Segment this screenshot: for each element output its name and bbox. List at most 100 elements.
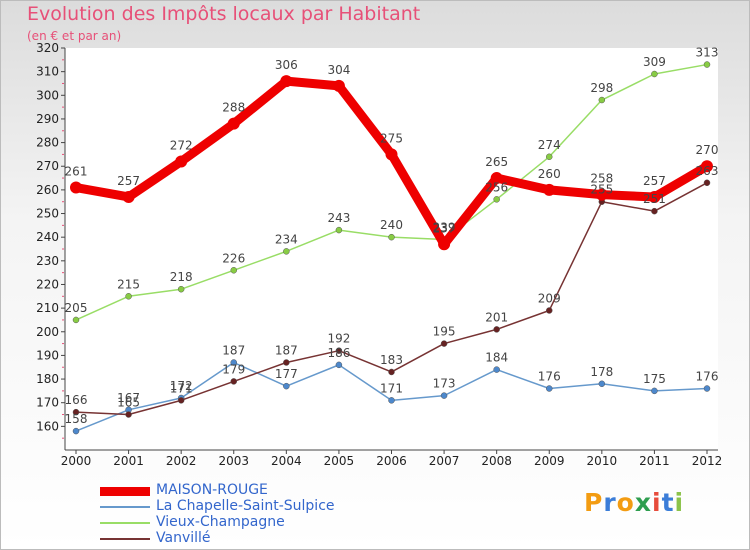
data-label: 187 bbox=[275, 344, 298, 358]
data-label: 304 bbox=[327, 63, 350, 77]
data-label: 179 bbox=[222, 362, 245, 376]
data-point bbox=[283, 248, 290, 255]
data-point bbox=[125, 411, 132, 418]
data-label: 240 bbox=[380, 218, 403, 232]
data-point bbox=[490, 172, 503, 185]
data-point bbox=[72, 427, 80, 435]
x-tick-label: 2000 bbox=[61, 454, 92, 468]
data-label: 195 bbox=[433, 325, 456, 339]
data-point bbox=[546, 385, 553, 392]
data-label: 257 bbox=[117, 174, 140, 188]
data-point bbox=[388, 233, 395, 241]
data-label: 172 bbox=[170, 379, 193, 393]
data-point bbox=[703, 61, 711, 68]
data-point bbox=[230, 267, 237, 274]
data-label: 263 bbox=[696, 164, 719, 178]
plot-area bbox=[65, 48, 718, 450]
data-point bbox=[493, 326, 500, 333]
data-point bbox=[598, 380, 606, 388]
data-point bbox=[543, 183, 556, 196]
data-label: 186 bbox=[327, 346, 350, 360]
x-tick-label: 2011 bbox=[639, 454, 670, 468]
data-point bbox=[283, 359, 290, 366]
data-label: 237 bbox=[433, 221, 456, 235]
x-tick-label: 2008 bbox=[481, 454, 512, 468]
data-label: 184 bbox=[485, 351, 508, 365]
data-point bbox=[703, 385, 711, 392]
data-label: 166 bbox=[65, 393, 88, 407]
data-label: 218 bbox=[170, 270, 193, 284]
data-point bbox=[72, 408, 80, 416]
data-point bbox=[227, 117, 240, 130]
y-tick-label: 320 bbox=[36, 41, 59, 55]
data-label: 183 bbox=[380, 353, 403, 367]
data-label: 251 bbox=[643, 192, 666, 206]
data-label: 176 bbox=[538, 370, 561, 384]
data-point bbox=[598, 96, 606, 104]
x-tick-label: 2001 bbox=[113, 454, 144, 468]
x-tick-label: 2012 bbox=[692, 454, 723, 468]
data-point bbox=[651, 207, 658, 215]
data-label: 201 bbox=[485, 310, 508, 324]
y-tick-label: 180 bbox=[36, 372, 59, 386]
y-tick-label: 310 bbox=[36, 65, 59, 79]
data-point bbox=[335, 226, 343, 234]
data-point bbox=[175, 155, 188, 168]
data-label: 272 bbox=[170, 139, 193, 153]
legend-label: MAISON-ROUGE bbox=[156, 482, 268, 498]
data-point bbox=[651, 387, 658, 395]
data-point bbox=[438, 238, 451, 251]
data-label: 215 bbox=[117, 277, 140, 291]
data-label: 226 bbox=[222, 251, 245, 265]
data-label: 171 bbox=[380, 381, 403, 395]
data-point bbox=[177, 397, 185, 404]
logo-letter: x bbox=[634, 488, 652, 517]
chart-subtitle: (en € et par an) bbox=[27, 29, 122, 43]
y-tick-label: 230 bbox=[36, 254, 59, 268]
legend-label: Vanvillé bbox=[156, 530, 211, 546]
data-label: 177 bbox=[275, 367, 298, 381]
data-point bbox=[177, 285, 185, 293]
data-point bbox=[125, 293, 132, 300]
data-label: 274 bbox=[538, 138, 561, 152]
data-label: 205 bbox=[65, 301, 88, 315]
data-point bbox=[230, 378, 237, 385]
data-point bbox=[546, 153, 553, 161]
y-tick-label: 260 bbox=[36, 183, 59, 197]
data-label: 256 bbox=[485, 180, 508, 194]
x-tick-label: 2009 bbox=[534, 454, 565, 468]
data-label: 167 bbox=[117, 391, 140, 405]
data-label: 257 bbox=[643, 174, 666, 188]
data-point bbox=[703, 179, 711, 187]
data-label: 288 bbox=[222, 101, 245, 115]
data-point bbox=[70, 181, 82, 194]
logo-letter: P bbox=[584, 488, 604, 517]
y-tick-label: 200 bbox=[36, 325, 59, 339]
data-label: 178 bbox=[590, 365, 613, 379]
y-tick-label: 250 bbox=[36, 207, 59, 221]
logo-letter: r bbox=[603, 488, 617, 517]
y-tick-label: 170 bbox=[36, 396, 59, 410]
data-point bbox=[283, 382, 290, 390]
data-label: 275 bbox=[380, 131, 403, 145]
data-point bbox=[493, 366, 500, 373]
data-label: 173 bbox=[433, 377, 456, 391]
data-point bbox=[332, 79, 345, 92]
data-point bbox=[648, 190, 661, 203]
data-point bbox=[122, 190, 135, 203]
data-point bbox=[72, 316, 80, 324]
data-point bbox=[388, 397, 395, 404]
data-point bbox=[493, 196, 500, 203]
data-label: 309 bbox=[643, 55, 666, 69]
data-point bbox=[335, 347, 343, 354]
data-label: 270 bbox=[696, 143, 719, 157]
data-label: 243 bbox=[327, 211, 350, 225]
legend-label: Vieux-Champagne bbox=[156, 514, 285, 530]
data-label: 234 bbox=[275, 232, 298, 246]
x-tick-label: 2004 bbox=[271, 454, 302, 468]
data-label: 260 bbox=[538, 167, 561, 181]
proxiti-logo: Proxiti bbox=[584, 488, 684, 517]
data-label: 175 bbox=[643, 372, 666, 386]
data-label: 176 bbox=[696, 370, 719, 384]
